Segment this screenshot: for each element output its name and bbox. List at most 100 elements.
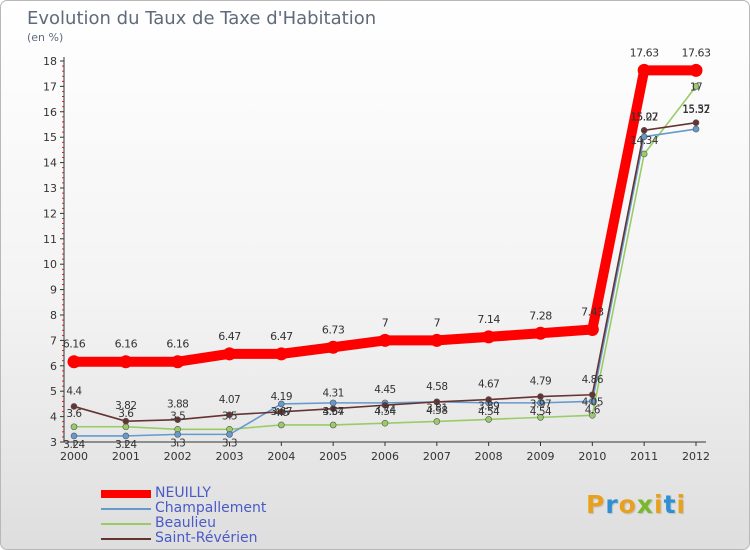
data-label: 14.34 (630, 135, 658, 147)
data-label: 17 (690, 81, 702, 93)
y-tick-label: 10 (43, 258, 57, 271)
y-tick-label: 18 (43, 55, 57, 68)
data-point (433, 398, 441, 406)
data-point (122, 423, 130, 431)
data-label: 6.16 (115, 338, 138, 351)
brand-letter: r (605, 490, 619, 519)
y-tick-label: 8 (50, 309, 57, 322)
data-label: 4.54 (374, 406, 396, 418)
y-tick-label: 9 (50, 284, 57, 297)
data-label: 3.82 (115, 400, 136, 412)
x-tick-label: 2011 (630, 450, 658, 463)
data-point (692, 125, 700, 133)
data-point (326, 340, 340, 354)
data-point (226, 411, 233, 419)
data-label: 4.58 (426, 381, 447, 393)
data-point (485, 396, 492, 403)
y-tick-label: 11 (43, 233, 57, 246)
legend-swatch (101, 538, 151, 540)
data-point (433, 418, 441, 425)
x-tick-label: 2010 (578, 450, 606, 463)
data-label: 3.24 (63, 439, 85, 451)
data-label: 4.86 (582, 374, 604, 386)
y-tick-label: 16 (43, 106, 57, 119)
y-tick-label: 17 (43, 80, 57, 93)
data-label: 7.14 (477, 313, 500, 326)
data-label: 4.07 (219, 394, 240, 406)
data-point (537, 414, 544, 421)
data-label: 3.3 (222, 437, 237, 449)
legend-swatch (101, 523, 151, 525)
data-point (122, 432, 130, 440)
y-tick-label: 7 (50, 334, 57, 347)
data-point (381, 401, 389, 409)
x-tick-label: 2009 (527, 450, 555, 463)
data-point (70, 432, 78, 440)
data-label: 17.63 (630, 46, 659, 59)
y-tick-label: 13 (43, 182, 57, 195)
chart-title: Evolution du Taux de Taxe d'Habitation (27, 8, 377, 29)
brand-letter: P (586, 490, 606, 519)
data-label: 7.43 (581, 305, 604, 318)
y-tick-label: 12 (43, 207, 57, 220)
data-label: 4.45 (374, 384, 395, 396)
data-label: 3.6 (66, 408, 82, 420)
data-point (329, 405, 337, 413)
data-point (67, 355, 81, 369)
data-point (171, 355, 185, 369)
data-label: 3.5 (170, 410, 185, 422)
data-point (122, 417, 130, 425)
data-label: 4.79 (530, 376, 551, 388)
x-tick-label: 2006 (371, 450, 399, 463)
data-label: 15.57 (682, 104, 710, 116)
data-label: 3.88 (167, 399, 188, 411)
y-tick-label: 5 (50, 385, 57, 398)
data-label: 4.58 (426, 405, 447, 417)
data-point (589, 412, 596, 419)
data-label: 4.54 (478, 406, 500, 418)
x-tick-label: 2007 (423, 450, 451, 463)
data-label: 4.4 (66, 385, 82, 397)
data-point (278, 408, 285, 416)
data-label: 15.32 (682, 104, 710, 116)
data-label: 15.02 (630, 112, 658, 124)
data-point (637, 63, 651, 77)
data-label: 3.74 (374, 404, 396, 416)
y-tick-label: 14 (43, 157, 57, 170)
data-label: 4.05 (582, 396, 603, 408)
data-label: 3.67 (322, 406, 343, 418)
data-label: 4.67 (478, 379, 499, 391)
data-point (537, 399, 544, 407)
data-label: 3.89 (478, 400, 499, 412)
data-point (70, 423, 78, 431)
brand-letter: x (636, 490, 654, 519)
data-point (482, 330, 496, 344)
data-label: 6.47 (270, 330, 293, 343)
data-point (589, 391, 596, 399)
data-point (70, 403, 78, 410)
data-point (485, 416, 492, 423)
legend-label: Beaulieu (155, 515, 216, 531)
brand-letter: t (663, 490, 677, 519)
x-tick-label: 2004 (267, 450, 295, 463)
data-label: 3.81 (426, 402, 447, 414)
x-tick-label: 2005 (319, 450, 347, 463)
data-label: 4.54 (530, 406, 552, 418)
data-label: 3.67 (271, 406, 292, 418)
data-label: 3.97 (530, 398, 551, 410)
data-label: 4.54 (322, 406, 344, 418)
data-point (378, 333, 392, 347)
data-point (226, 431, 233, 438)
y-tick-label: 15 (43, 131, 57, 144)
data-label: 6.16 (63, 338, 86, 351)
data-point (174, 416, 181, 423)
data-label: 4.19 (271, 391, 292, 403)
y-tick-label: 4 (50, 411, 57, 424)
x-tick-label: 2008 (475, 450, 503, 463)
data-label: 4.31 (322, 388, 343, 400)
data-label: 7.28 (529, 309, 552, 322)
data-point (430, 333, 444, 347)
data-label: 3.6 (118, 408, 134, 420)
